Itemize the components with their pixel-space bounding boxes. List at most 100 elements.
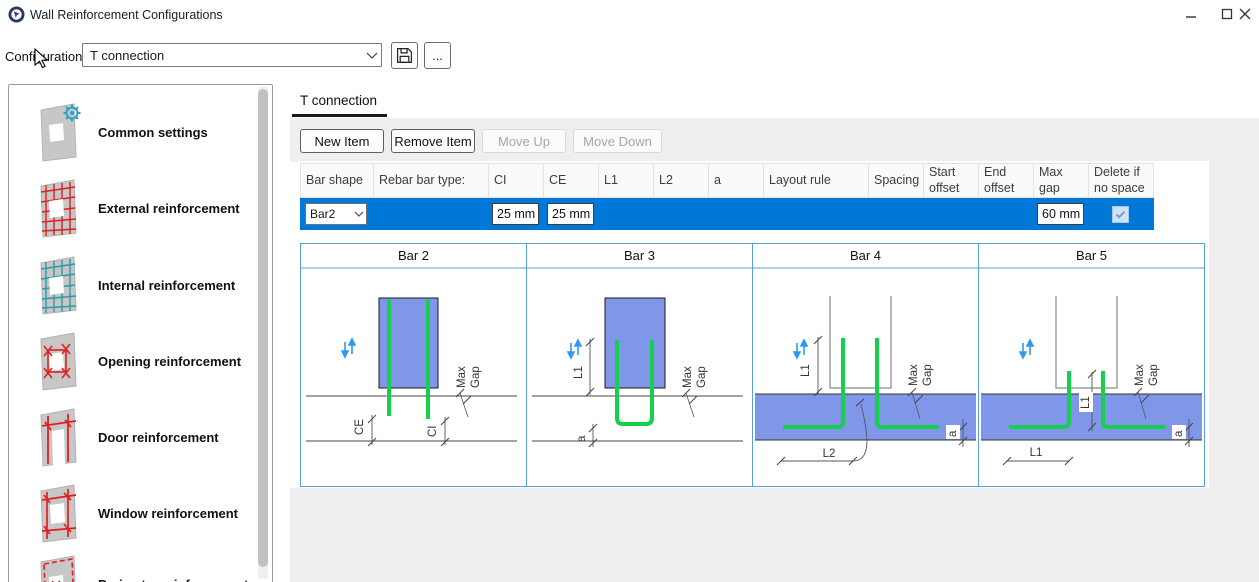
close-button[interactable] xyxy=(1230,0,1259,28)
configuration-sections-sidebar: Common settings External reinforcement xyxy=(8,84,273,582)
sidebar-item-label: Common settings xyxy=(98,124,208,140)
start-offset-cell[interactable] xyxy=(923,198,978,230)
remove-item-button[interactable]: Remove Item xyxy=(391,129,475,153)
bar-5-diagram: L1 L1 a Max Gap xyxy=(981,296,1202,466)
background-right xyxy=(1209,162,1259,488)
bar-shape-value: Bar2 xyxy=(310,207,336,221)
sidebar-item-internal-reinforcement[interactable]: Internal reinforcement xyxy=(34,252,259,318)
column-header: L2 xyxy=(654,164,709,197)
new-item-button[interactable]: New Item xyxy=(300,129,384,153)
bar-2-diagram: CE CI Max Gap xyxy=(306,297,517,447)
rebar-items-table: Bar shape Rebar bar type: CI CE L1 L2 a … xyxy=(300,163,1154,230)
dim-label-a: a xyxy=(576,435,588,442)
window-title: Wall Reinforcement Configurations xyxy=(30,8,223,22)
max-gap-input[interactable] xyxy=(1037,203,1084,225)
column-header: L1 xyxy=(599,164,654,197)
a-cell[interactable] xyxy=(708,198,763,230)
wall-door-icon xyxy=(40,408,77,467)
panel-title: Bar 5 xyxy=(979,244,1204,269)
sidebar-item-door-reinforcement[interactable]: Door reinforcement xyxy=(34,404,259,470)
mouse-cursor-icon xyxy=(34,48,49,69)
dim-label-gap: Gap xyxy=(470,366,482,388)
column-header: Layout rule xyxy=(764,164,869,197)
minimize-button[interactable] xyxy=(1176,0,1206,28)
sidebar-item-window-reinforcement[interactable]: Window reinforcement xyxy=(34,480,259,546)
dim-label-l1-vertical: L1 xyxy=(1080,396,1092,409)
delete-if-no-space-checkbox[interactable] xyxy=(1112,205,1129,223)
rebar-bar-type-cell[interactable] xyxy=(373,198,488,230)
configuration-dropdown[interactable]: T connection xyxy=(82,43,382,67)
column-header: End offset xyxy=(979,164,1034,197)
bar-3-diagram: L1 a Max Gap xyxy=(532,297,743,448)
panel-title: Bar 4 xyxy=(753,244,978,269)
panel-title: Bar 2 xyxy=(301,244,526,269)
sidebar-item-external-reinforcement[interactable]: External reinforcement xyxy=(34,175,259,241)
move-up-button[interactable]: Move Up xyxy=(482,129,566,153)
sidebar-item-label: Internal reinforcement xyxy=(98,277,236,293)
move-down-button[interactable]: Move Down xyxy=(573,129,662,153)
spacing-cell[interactable] xyxy=(868,198,923,230)
dim-label-max: Max xyxy=(456,366,468,388)
ce-input[interactable] xyxy=(547,203,594,225)
panel-title: Bar 3 xyxy=(527,244,752,269)
dim-label-a: a xyxy=(1173,430,1185,437)
column-header: Rebar bar type: xyxy=(374,164,489,197)
dim-label-l1: L1 xyxy=(573,366,585,379)
dim-label-gap: Gap xyxy=(922,364,934,386)
wall-red-grid-icon xyxy=(40,179,77,238)
sidebar-item-perimeter-reinforcement[interactable]: Perimeter reinforcement xyxy=(34,551,259,582)
dim-label-max: Max xyxy=(908,364,920,386)
minimize-icon xyxy=(1186,16,1196,18)
column-header: Delete if no space xyxy=(1089,164,1154,197)
wall-opening-icon xyxy=(40,332,77,391)
maximize-button[interactable] xyxy=(1212,0,1242,28)
sidebar-scrollbar[interactable] xyxy=(258,87,268,579)
sidebar-item-label: Perimeter reinforcement xyxy=(98,577,248,582)
save-configuration-button[interactable] xyxy=(391,42,418,69)
dim-label-l1-horizontal: L1 xyxy=(1030,447,1043,459)
table-row-selected[interactable]: Bar2 xyxy=(300,198,1154,230)
dim-label-a: a xyxy=(947,430,959,437)
sidebar-item-label: Door reinforcement xyxy=(98,429,219,445)
app-logo-icon xyxy=(8,6,25,23)
more-options-button[interactable]: ... xyxy=(424,42,451,69)
dim-label-max: Max xyxy=(1134,364,1146,386)
chevron-down-icon xyxy=(354,211,364,217)
layout-rule-cell[interactable] xyxy=(763,198,868,230)
wall-perimeter-icon xyxy=(40,555,76,582)
dim-label-max: Max xyxy=(682,366,694,388)
table-header-row: Bar shape Rebar bar type: CI CE L1 L2 a … xyxy=(300,163,1154,198)
sidebar-item-common-settings[interactable]: Common settings xyxy=(34,99,259,165)
panel-bar-5: Bar 5 L1 L1 xyxy=(978,243,1205,487)
ellipsis-label: ... xyxy=(432,48,443,63)
sidebar-item-label: Window reinforcement xyxy=(98,505,239,521)
active-tab-indicator xyxy=(292,114,387,117)
l1-cell[interactable] xyxy=(598,198,653,230)
sidebar-item-label: External reinforcement xyxy=(98,200,240,216)
bar-4-diagram: L1 L2 a Max Gap xyxy=(755,296,976,466)
l2-cell[interactable] xyxy=(653,198,708,230)
wall-gear-icon xyxy=(40,103,81,162)
column-header: Start offset xyxy=(924,164,979,197)
sidebar-scrollbar-thumb[interactable] xyxy=(258,89,268,567)
bar-diagram-panels: Bar 2 CE CI Max Gap xyxy=(300,243,1205,487)
sidebar-item-label: Opening reinforcement xyxy=(98,353,242,369)
chevron-down-icon xyxy=(366,52,378,59)
bar-shape-dropdown[interactable]: Bar2 xyxy=(305,203,367,225)
tab-t-connection[interactable]: T connection xyxy=(300,93,378,108)
configuration-value: T connection xyxy=(90,47,165,63)
ci-input[interactable] xyxy=(492,203,539,225)
column-header: CE xyxy=(544,164,599,197)
end-offset-cell[interactable] xyxy=(978,198,1033,230)
panel-bar-4: Bar 4 L1 L2 xyxy=(752,243,979,487)
dim-label-ce: CE xyxy=(354,419,366,435)
column-header: Bar shape xyxy=(301,164,374,197)
panel-bar-3: Bar 3 L1 a Max Gap xyxy=(526,243,753,487)
background-bottom xyxy=(290,488,1259,582)
dim-label-ci: CI xyxy=(427,426,439,438)
maximize-icon xyxy=(1221,8,1233,20)
column-header: CI xyxy=(489,164,544,197)
sidebar-item-opening-reinforcement[interactable]: Opening reinforcement xyxy=(34,328,259,394)
column-header: Spacing xyxy=(869,164,924,197)
dim-label-l2: L2 xyxy=(823,448,836,460)
